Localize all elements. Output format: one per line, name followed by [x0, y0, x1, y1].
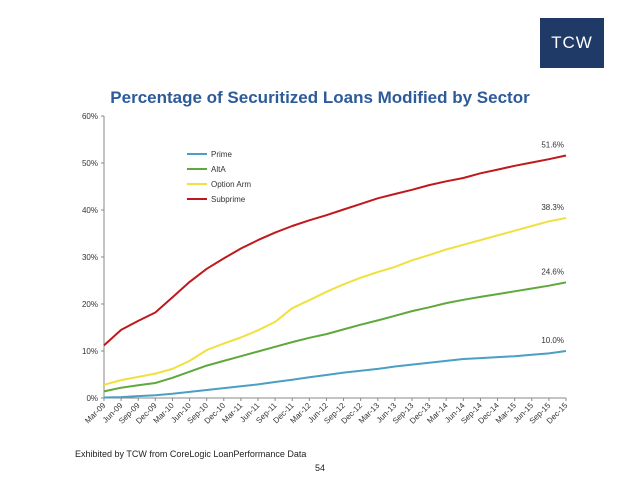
x-axis-ticks: Mar-09Jun-09Sep-09Dec-09Mar-10Jun-10Sep-… — [83, 398, 570, 426]
tcw-logo: TCW — [540, 18, 604, 68]
series-line-subprime — [103, 154, 567, 347]
end-label-prime: 10.0% — [541, 336, 564, 345]
chart-legend: Prime AltA Option Arm Subprime — [187, 150, 251, 204]
y-tick-label: 30% — [82, 253, 98, 262]
y-tick-label: 60% — [82, 112, 98, 121]
y-tick-label: 20% — [82, 300, 98, 309]
y-tick-label: 40% — [82, 206, 98, 215]
series-lines — [103, 154, 567, 399]
y-tick-label: 0% — [86, 394, 98, 403]
end-label-option-arm: 38.3% — [541, 203, 564, 212]
legend-label-alta: AltA — [211, 165, 226, 174]
legend-label-subprime: Subprime — [211, 195, 246, 204]
y-tick-label: 50% — [82, 159, 98, 168]
chart-axes — [103, 116, 566, 399]
legend-label-prime: Prime — [211, 150, 232, 159]
chart-title: Percentage of Securitized Loans Modified… — [110, 88, 530, 107]
end-label-subprime: 51.6% — [541, 140, 564, 149]
series-line-prime — [103, 350, 567, 399]
series-line-option-arm — [103, 217, 567, 386]
end-labels: 10.0% 24.6% 38.3% 51.6% — [541, 140, 564, 345]
page-number: 54 — [314, 463, 325, 473]
y-axis-ticks: 0% 10% 20% 30% 40% 50% 60% — [82, 112, 104, 403]
legend-label-option-arm: Option Arm — [211, 180, 251, 189]
source-note: Exhibited by TCW from CoreLogic LoanPerf… — [75, 449, 307, 459]
series-line-alta — [103, 281, 567, 393]
end-label-alta: 24.6% — [541, 267, 564, 276]
y-tick-label: 10% — [82, 347, 98, 356]
